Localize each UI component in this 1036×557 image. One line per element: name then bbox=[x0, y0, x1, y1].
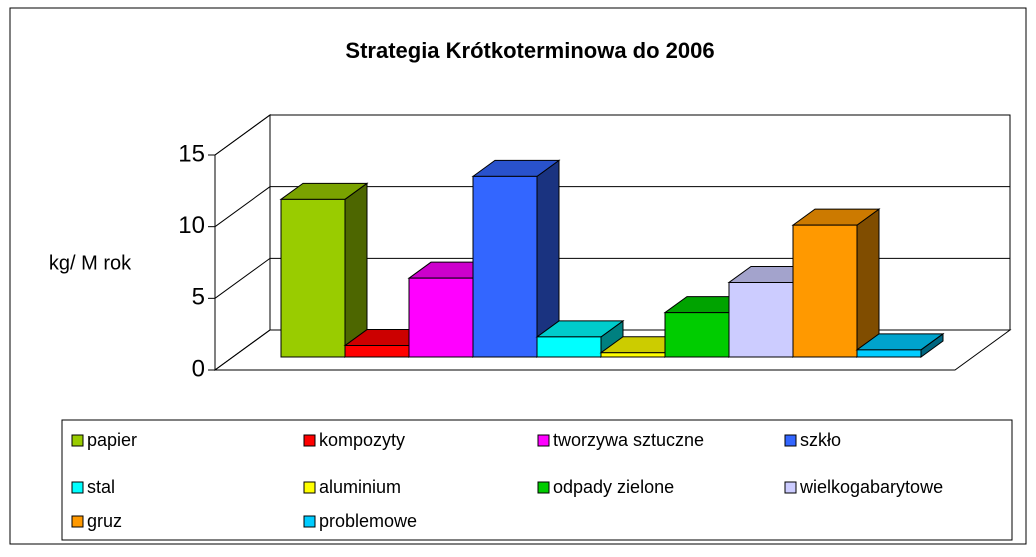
bar-front bbox=[792, 224, 858, 358]
legend-swatch bbox=[784, 481, 797, 494]
grid-line bbox=[214, 114, 1010, 156]
chart-title: Strategia Krótkoterminowa do 2006 bbox=[345, 38, 714, 63]
bar bbox=[279, 182, 369, 358]
bar-front bbox=[600, 352, 666, 358]
y-tick-label: 10 bbox=[178, 212, 205, 239]
legend-swatch bbox=[537, 434, 550, 447]
legend-swatch bbox=[784, 434, 797, 447]
back-wall bbox=[269, 114, 1011, 331]
y-tick-label: 0 bbox=[192, 355, 205, 382]
legend-label: papier bbox=[87, 430, 137, 450]
legend-swatch bbox=[537, 481, 550, 494]
legend-swatch bbox=[303, 481, 316, 494]
bar bbox=[791, 208, 881, 358]
bar-side bbox=[344, 182, 368, 358]
legend-box bbox=[61, 419, 1013, 541]
legend-label: szkło bbox=[800, 430, 841, 450]
legend-label: problemowe bbox=[319, 511, 417, 531]
legend-label: gruz bbox=[87, 511, 122, 531]
bar-front bbox=[856, 349, 922, 358]
bar-front bbox=[280, 198, 346, 358]
bar-front bbox=[344, 345, 410, 358]
legend-label: aluminium bbox=[319, 477, 401, 497]
bar-front bbox=[664, 312, 730, 358]
legend-label: odpady zielone bbox=[553, 477, 674, 497]
bar-front bbox=[728, 281, 794, 358]
bar bbox=[855, 332, 945, 358]
bar-front bbox=[536, 336, 602, 358]
y-axis-label: kg/ M rok bbox=[49, 252, 132, 274]
legend-swatch bbox=[71, 515, 84, 528]
bar-front bbox=[408, 277, 474, 358]
legend-swatch bbox=[71, 481, 84, 494]
legend-label: kompozyty bbox=[319, 430, 405, 450]
side-wall bbox=[214, 114, 271, 371]
legend-label: stal bbox=[87, 477, 115, 497]
bar-side bbox=[856, 208, 880, 358]
grid-line bbox=[214, 257, 1010, 299]
y-tick-label: 15 bbox=[178, 140, 205, 167]
legend-swatch bbox=[71, 434, 84, 447]
legend-swatch bbox=[303, 515, 316, 528]
bar bbox=[471, 159, 561, 358]
legend-label: tworzywa sztuczne bbox=[553, 430, 704, 450]
y-tick-label: 5 bbox=[192, 284, 205, 311]
legend-label: wielkogabarytowe bbox=[799, 477, 943, 497]
bar-front bbox=[472, 175, 538, 358]
grid-line bbox=[214, 186, 1010, 228]
legend-swatch bbox=[303, 434, 316, 447]
